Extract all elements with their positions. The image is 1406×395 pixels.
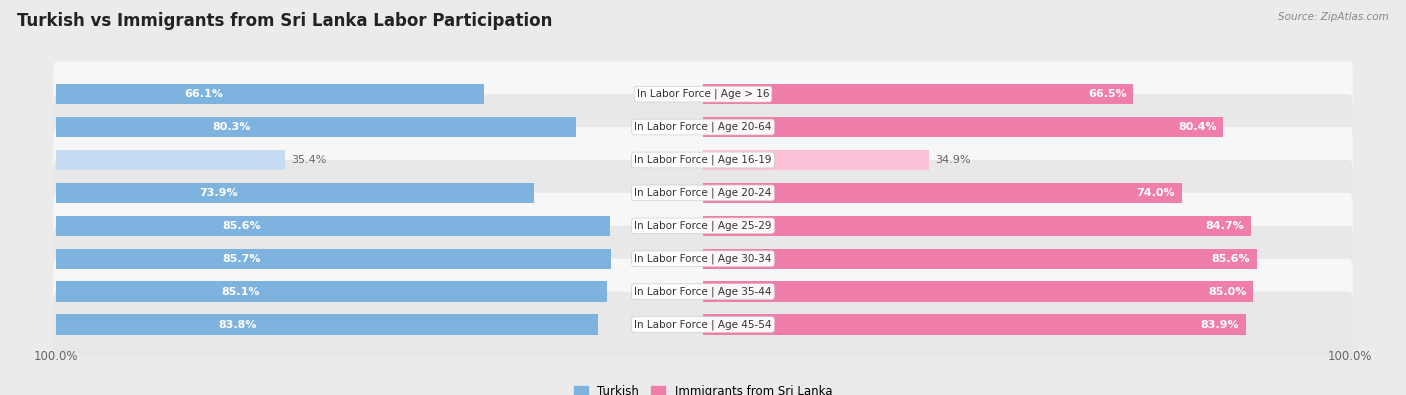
- Bar: [703, 150, 929, 170]
- Text: 83.8%: 83.8%: [219, 320, 257, 329]
- Text: 84.7%: 84.7%: [1205, 221, 1244, 231]
- Text: Turkish vs Immigrants from Sri Lanka Labor Participation: Turkish vs Immigrants from Sri Lanka Lab…: [17, 12, 553, 30]
- Text: 73.9%: 73.9%: [200, 188, 238, 198]
- Text: 85.6%: 85.6%: [1212, 254, 1250, 264]
- FancyBboxPatch shape: [53, 127, 1353, 193]
- Text: Source: ZipAtlas.com: Source: ZipAtlas.com: [1278, 12, 1389, 22]
- Bar: [703, 314, 1246, 335]
- Bar: [56, 314, 598, 335]
- Text: 85.6%: 85.6%: [222, 221, 262, 231]
- Bar: [56, 117, 575, 137]
- Text: 83.9%: 83.9%: [1201, 320, 1239, 329]
- Bar: [703, 117, 1223, 137]
- Bar: [56, 84, 484, 104]
- FancyBboxPatch shape: [53, 193, 1353, 259]
- FancyBboxPatch shape: [53, 160, 1353, 226]
- FancyBboxPatch shape: [53, 61, 1353, 127]
- Bar: [703, 216, 1251, 236]
- Text: In Labor Force | Age 45-54: In Labor Force | Age 45-54: [634, 319, 772, 330]
- Bar: [56, 216, 610, 236]
- Text: In Labor Force | Age 16-19: In Labor Force | Age 16-19: [634, 155, 772, 165]
- Text: 66.5%: 66.5%: [1088, 89, 1126, 99]
- Text: 34.9%: 34.9%: [935, 155, 970, 165]
- Bar: [703, 84, 1133, 104]
- Text: 85.1%: 85.1%: [221, 287, 260, 297]
- Text: In Labor Force | Age > 16: In Labor Force | Age > 16: [637, 89, 769, 100]
- Legend: Turkish, Immigrants from Sri Lanka: Turkish, Immigrants from Sri Lanka: [569, 380, 837, 395]
- Text: 85.7%: 85.7%: [222, 254, 262, 264]
- Bar: [56, 182, 534, 203]
- Text: 74.0%: 74.0%: [1136, 188, 1175, 198]
- Text: 66.1%: 66.1%: [184, 89, 224, 99]
- Bar: [56, 281, 606, 302]
- FancyBboxPatch shape: [53, 226, 1353, 292]
- FancyBboxPatch shape: [53, 292, 1353, 357]
- Text: In Labor Force | Age 30-34: In Labor Force | Age 30-34: [634, 254, 772, 264]
- Text: In Labor Force | Age 35-44: In Labor Force | Age 35-44: [634, 286, 772, 297]
- Text: In Labor Force | Age 20-64: In Labor Force | Age 20-64: [634, 122, 772, 132]
- Bar: [703, 248, 1257, 269]
- Bar: [703, 182, 1181, 203]
- Text: In Labor Force | Age 20-24: In Labor Force | Age 20-24: [634, 188, 772, 198]
- Text: 85.0%: 85.0%: [1208, 287, 1246, 297]
- FancyBboxPatch shape: [53, 94, 1353, 160]
- Text: 80.3%: 80.3%: [212, 122, 250, 132]
- Text: 80.4%: 80.4%: [1178, 122, 1216, 132]
- Bar: [56, 150, 285, 170]
- Bar: [56, 248, 610, 269]
- FancyBboxPatch shape: [53, 259, 1353, 325]
- Bar: [703, 281, 1253, 302]
- Text: In Labor Force | Age 25-29: In Labor Force | Age 25-29: [634, 220, 772, 231]
- Text: 35.4%: 35.4%: [291, 155, 328, 165]
